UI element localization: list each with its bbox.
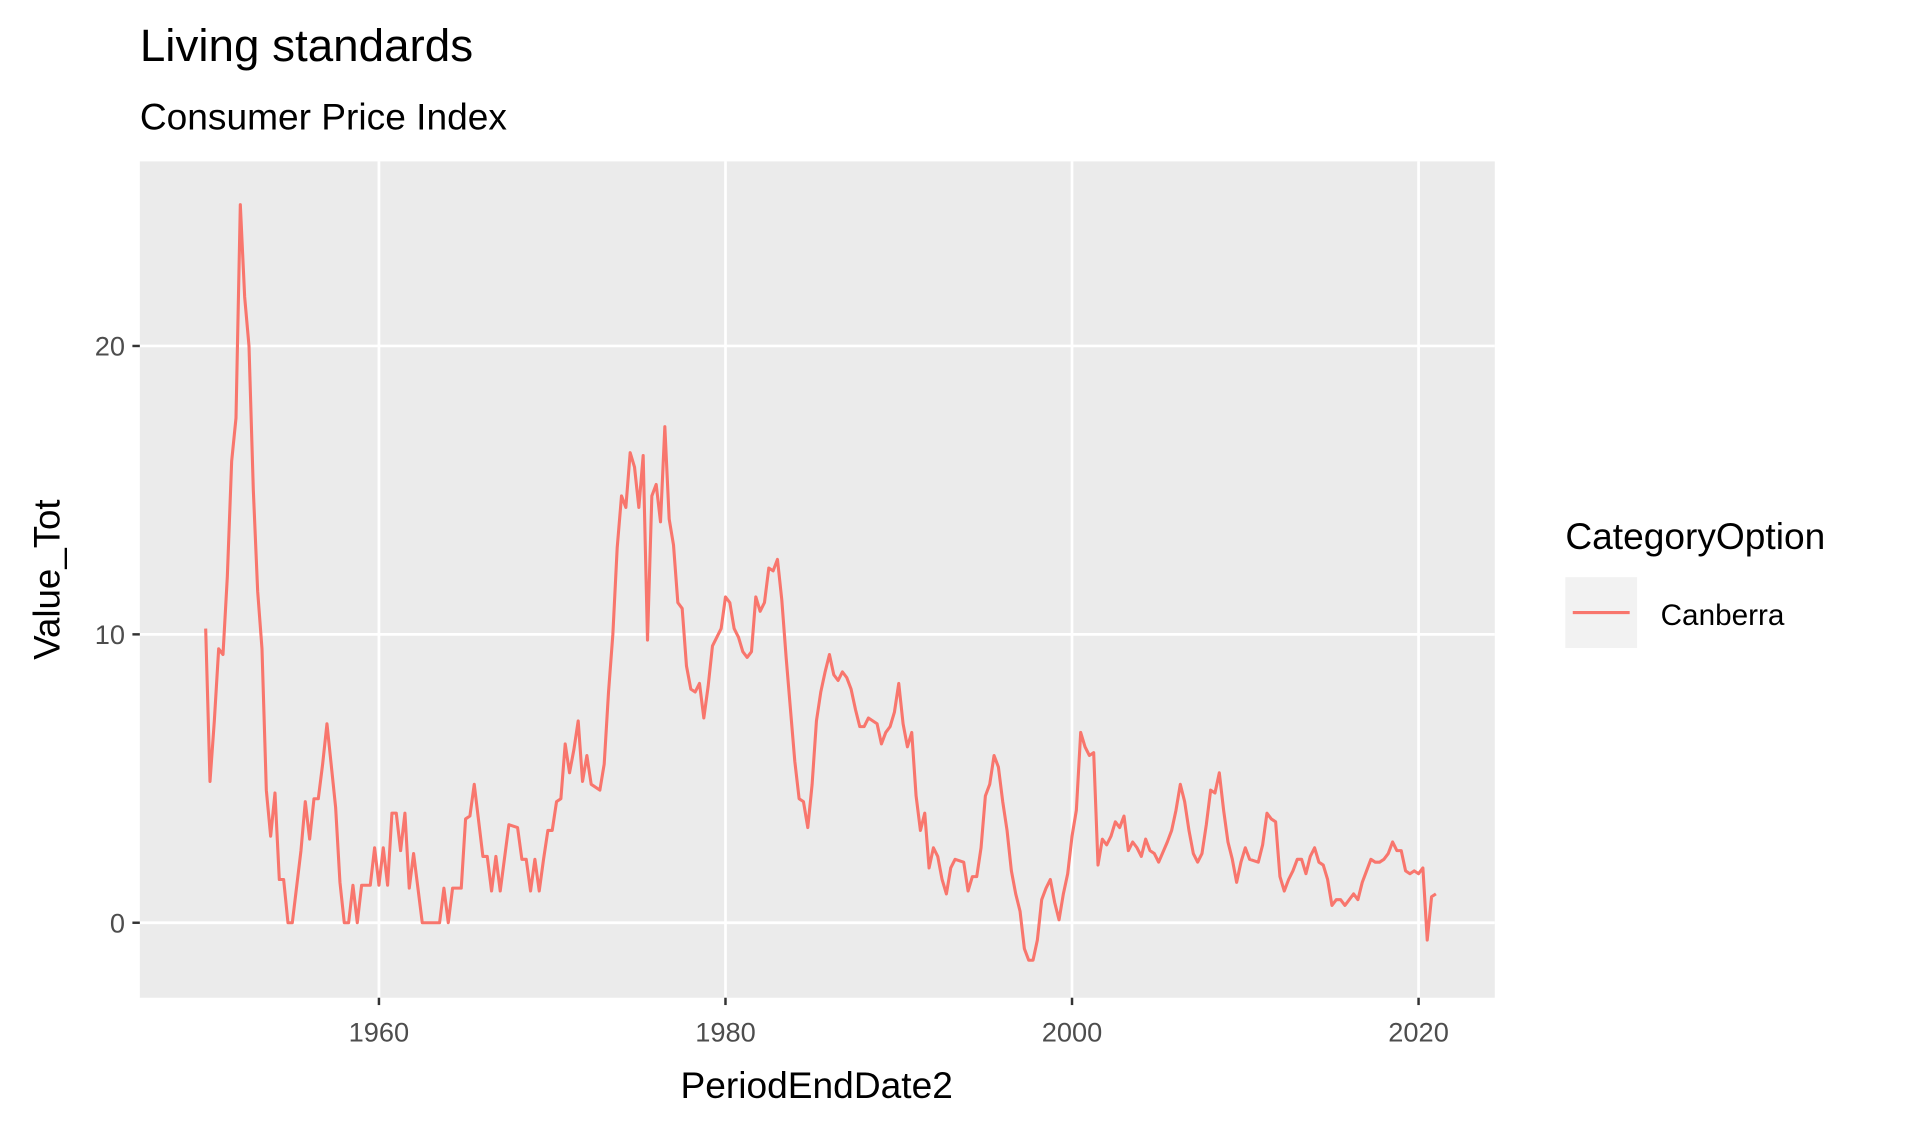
y-tick-label: 20: [95, 332, 125, 362]
x-tick-label: 2000: [1042, 1018, 1103, 1048]
panel: [139, 161, 1495, 998]
x-axis-title: PeriodEndDate2: [681, 1065, 953, 1106]
legend-label: Canberra: [1661, 599, 1785, 632]
grid: [139, 161, 1495, 998]
legend: CategoryOption Canberra: [1565, 516, 1825, 649]
y-tick-label: 10: [95, 620, 125, 650]
y-tick-label: 0: [110, 909, 125, 939]
chart-subtitle: Consumer Price Index: [140, 97, 508, 138]
series-line: [204, 203, 1437, 962]
x-tick-label: 2020: [1388, 1018, 1449, 1048]
x-tick-label: 1960: [349, 1018, 410, 1048]
chart-title: Living standards: [140, 20, 473, 71]
y-axis-title: Value_Tot: [26, 499, 67, 659]
marks: [204, 203, 1437, 962]
legend-title: CategoryOption: [1565, 516, 1825, 557]
x-tick-label: 1980: [695, 1018, 756, 1048]
